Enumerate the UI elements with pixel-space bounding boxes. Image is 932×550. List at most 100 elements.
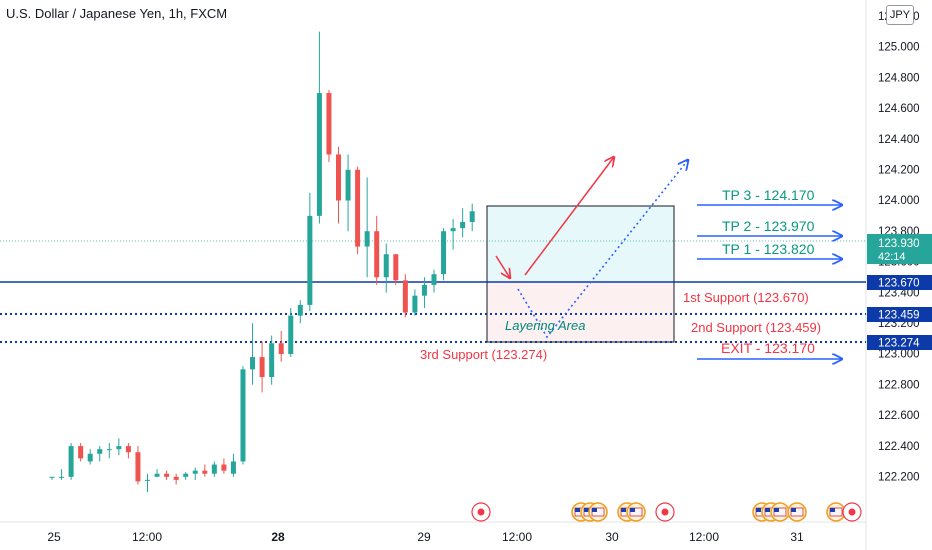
level-badge-1-label: 123.670	[878, 278, 920, 290]
current-price-label: 123.930	[878, 238, 920, 250]
candle-body	[307, 215, 313, 305]
candle-body	[78, 446, 84, 459]
candle	[441, 228, 447, 281]
candle	[164, 470, 170, 480]
candle-body	[269, 343, 275, 378]
price-tick-label: 124.200	[878, 165, 920, 177]
time-tick-label: 29	[417, 530, 431, 544]
blue-dotted-path	[517, 160, 688, 339]
candle	[125, 443, 131, 459]
time-tick-label: 31	[790, 530, 804, 544]
candle-body	[145, 479, 150, 481]
candle	[173, 473, 179, 485]
candle-body	[259, 357, 265, 378]
time-tick-label: 12:00	[502, 530, 532, 544]
event-icon-core	[848, 508, 856, 516]
us-flag-icon-canton	[592, 508, 597, 512]
candle	[202, 464, 208, 477]
candle	[412, 289, 418, 316]
target-zone	[486, 205, 675, 283]
price-tick-label: 123.000	[878, 349, 920, 361]
candle	[154, 469, 160, 477]
candle-body	[355, 169, 361, 247]
red-arrow-down	[495, 255, 510, 278]
time-tick-label: 25	[47, 530, 61, 544]
countdown-label: 42:14	[878, 251, 906, 263]
candle	[336, 146, 341, 224]
price-tick-label: 122.400	[878, 441, 920, 453]
level-badge-2	[867, 307, 932, 322]
candle	[68, 443, 74, 480]
candle-body	[460, 221, 466, 229]
candle-body	[49, 476, 55, 478]
candle	[393, 254, 399, 285]
grid	[0, 0, 867, 550]
us-flag-icon-canton	[765, 508, 770, 512]
candle-body	[441, 231, 447, 275]
tp2-label: TP 2 - 123.970	[722, 218, 815, 234]
currency-badge[interactable]: JPY	[886, 5, 914, 25]
candle	[307, 192, 313, 312]
price-axis[interactable]: 125.200125.000124.800124.600124.400124.2…	[867, 11, 932, 484]
plot-area	[0, 0, 866, 520]
annotation-labels: TP 3 - 124.170 TP 2 - 123.970 TP 1 - 123.8…	[420, 187, 821, 362]
candle	[402, 274, 408, 318]
time-tick-label: 30	[605, 530, 619, 544]
level-badge-3	[867, 335, 932, 350]
price-tick-label: 122.600	[878, 410, 920, 422]
support2-label: 2nd Support (123.459)	[691, 320, 821, 335]
candle	[316, 31, 322, 224]
candle-body	[125, 446, 131, 453]
candle	[374, 215, 380, 285]
candle-body	[364, 231, 370, 247]
tp3-label: TP 3 - 124.170	[722, 187, 815, 203]
time-axis[interactable]: 25 12:00 28 29 12:00 30 12:00 31	[47, 530, 804, 544]
chart-title: U.S. Dollar / Japanese Yen, 1h, FXCM	[6, 6, 228, 21]
time-tick-label: 28	[271, 530, 285, 544]
tp1-label: TP 1 - 123.820	[722, 241, 815, 257]
candle	[355, 166, 361, 255]
candle	[250, 323, 256, 385]
layering-label: Layering Area	[505, 318, 585, 333]
candle-body	[240, 369, 246, 462]
candle-body	[183, 473, 189, 477]
candle-body	[278, 343, 284, 354]
candle	[421, 277, 427, 308]
us-flag-icon-canton	[774, 508, 779, 512]
time-tick-label: 12:00	[689, 530, 719, 544]
us-flag-icon-canton	[791, 508, 796, 512]
candle-body	[211, 464, 217, 474]
candle	[135, 446, 141, 485]
us-flag-icon-canton	[575, 508, 580, 512]
candle	[221, 458, 227, 474]
candle	[240, 366, 246, 465]
us-flag-icon-canton	[630, 508, 635, 512]
candle-body	[393, 254, 399, 281]
candle	[431, 269, 437, 293]
candle-body	[106, 449, 112, 451]
candle	[326, 89, 332, 163]
candle	[288, 307, 294, 358]
candle-body	[250, 357, 256, 370]
candle	[364, 177, 370, 278]
support1-label: 1st Support (123.670)	[683, 290, 809, 305]
candle	[297, 300, 303, 324]
candle-body	[345, 169, 351, 201]
us-flag-icon-canton	[621, 508, 626, 512]
price-tick-label: 124.000	[878, 195, 920, 207]
candle-body	[469, 211, 475, 222]
us-flag-icon-canton	[830, 508, 835, 512]
time-tick-label: 12:00	[132, 530, 162, 544]
candle	[278, 330, 284, 362]
candle	[59, 469, 65, 480]
price-tick-label: 122.800	[878, 379, 920, 391]
candle-body	[68, 446, 74, 477]
candle	[383, 243, 389, 293]
candle-body	[383, 254, 389, 278]
candle	[450, 218, 456, 250]
candles	[49, 31, 475, 493]
candle	[49, 476, 55, 480]
candle-body	[316, 93, 322, 216]
candle-body	[154, 473, 160, 477]
